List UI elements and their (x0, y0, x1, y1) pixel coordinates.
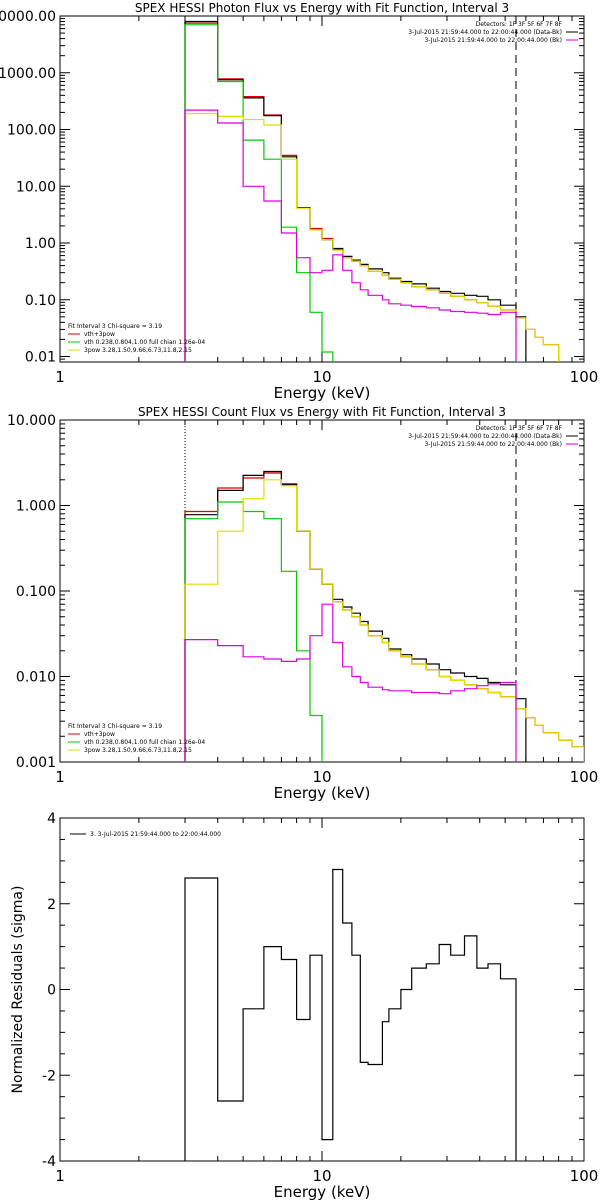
series-group (184, 868, 517, 1161)
legend-entry: vth 0.238,0.804,1.00 full chian 1.26e-04 (84, 739, 205, 746)
legend-entry: Detectors: 1F 3F 5F 6F 7F 8F (476, 425, 563, 432)
series-line-4 (184, 479, 584, 762)
y-tick-label: 4 (47, 811, 56, 827)
x-axis-label: Energy (keV) (274, 384, 371, 402)
x-axis: 1 10 100 Energy (keV) (55, 818, 598, 1200)
legend-entry: 3. 3-Jul-2015 21:59:44.000 to 22:00:44.0… (90, 831, 221, 838)
series-line-3 (184, 501, 323, 762)
legend: 3. 3-Jul-2015 21:59:44.000 to 22:00:44.0… (70, 831, 221, 838)
legend: Detectors: 1F 3F 5F 6F 7F 8F3-Jul-2015 2… (68, 425, 578, 754)
legend-entry: 3pow 3.28,1.50,9.66,6.73,11.8,2.15 (84, 347, 192, 354)
x-axis-label: Energy (keV) (274, 784, 371, 802)
x-tick-label: 100 (570, 1167, 599, 1185)
x-axis-label: Energy (keV) (274, 1183, 371, 1200)
y-axis: 0.01 0.10 1.00 10.00 100.00 1000.00 10000.00 (0, 9, 584, 366)
legend-entry: vth 0.238,0.804,1.00 full chian 1.26e-04 (84, 339, 205, 346)
x-tick-label: 1 (55, 1167, 65, 1185)
legend-entry: Fit Interval 3 Chi-square = 3.19 (68, 723, 162, 730)
series-line-5 (184, 603, 517, 762)
legend-entry: Fit Interval 3 Chi-square = 3.19 (68, 323, 162, 330)
series-line-1 (184, 22, 560, 362)
y-tick-label: 0.100 (16, 584, 56, 600)
legend-entry: 3-Jul-2015 21:59:44.000 to 22:00:44.000 … (424, 441, 562, 448)
chart-title: SPEX HESSI Photon Flux vs Energy with Fi… (135, 1, 509, 15)
series-group (184, 20, 560, 362)
legend-entry: vth+3pow (84, 731, 115, 738)
y-tick-label: 0.10 (25, 293, 56, 309)
chart-panel-1: SPEX HESSI Photon Flux vs Energy with Fi… (0, 1, 598, 402)
y-tick-label: 10000.00 (0, 9, 56, 25)
chart-panel-3: 1 10 100 Energy (keV) -4 -2 0 2 4 Normalized Resi… (10, 811, 598, 1200)
x-tick-label: 100 (570, 368, 599, 386)
plot-frame (59, 419, 585, 763)
y-tick-label: 1000.00 (0, 66, 56, 82)
y-tick-label: 100.00 (7, 123, 56, 139)
x-tick-label: 1 (55, 768, 65, 786)
y-tick-label: 2 (47, 897, 56, 913)
series-line-2 (184, 470, 527, 762)
y-axis: 0.001 0.010 0.100 1.000 10.000 (7, 413, 584, 771)
chart-panel-2: SPEX HESSI Count Flux vs Energy with Fit… (7, 405, 598, 802)
x-tick-label: 100 (570, 768, 599, 786)
legend: Detectors: 1F 3F 5F 6F 7F 8F3-Jul-2015 2… (68, 21, 578, 354)
series-line-5 (184, 109, 527, 362)
y-axis-label: Normalized Residuals (sigma) (10, 886, 26, 1094)
y-tick-label: -2 (42, 1068, 56, 1084)
y-tick-label: 0.01 (25, 350, 56, 366)
x-tick-label: 1 (55, 368, 65, 386)
y-tick-label: 1.000 (16, 499, 56, 515)
series-line-1 (184, 472, 584, 762)
legend-entry: 3-Jul-2015 21:59:44.000 to 22:00:44.000 … (408, 29, 562, 36)
x-tick-label: 10 (312, 368, 331, 386)
series-line-3 (184, 24, 334, 362)
legend-entry: 3-Jul-2015 21:59:44.000 to 22:00:44.000 … (408, 433, 562, 440)
legend-entry: vth+3pow (84, 331, 115, 338)
x-tick-label: 10 (312, 1167, 331, 1185)
x-tick-label: 10 (312, 768, 331, 786)
y-tick-label: 0.001 (16, 755, 56, 771)
series-line-1 (184, 868, 517, 1161)
y-tick-label: -4 (42, 1154, 56, 1170)
x-axis: 1 10 100 Energy (keV) (55, 420, 598, 802)
legend-entry: 3pow 3.28,1.50,9.66,6.73,11.8,2.15 (84, 747, 192, 754)
y-tick-label: 10.000 (7, 413, 56, 429)
series-line-4 (184, 113, 560, 362)
y-tick-label: 10.00 (16, 179, 56, 195)
series-line-2 (184, 20, 527, 362)
y-tick-label: 0 (47, 983, 56, 999)
y-axis: -4 -2 0 2 4 Normalized Residuals (sigma) (10, 811, 584, 1170)
series-group (184, 470, 584, 762)
y-tick-label: 0.010 (16, 670, 56, 686)
y-tick-label: 1.00 (25, 236, 56, 252)
legend-entry: Detectors: 1F 3F 5F 6F 7F 8F (476, 21, 563, 28)
x-axis: 1 10 100 Energy (keV) (55, 16, 598, 402)
legend-entry: 3-Jul-2015 21:59:44.000 to 22:00:44.000 … (424, 37, 562, 44)
chart-title: SPEX HESSI Count Flux vs Energy with Fit… (138, 405, 506, 419)
